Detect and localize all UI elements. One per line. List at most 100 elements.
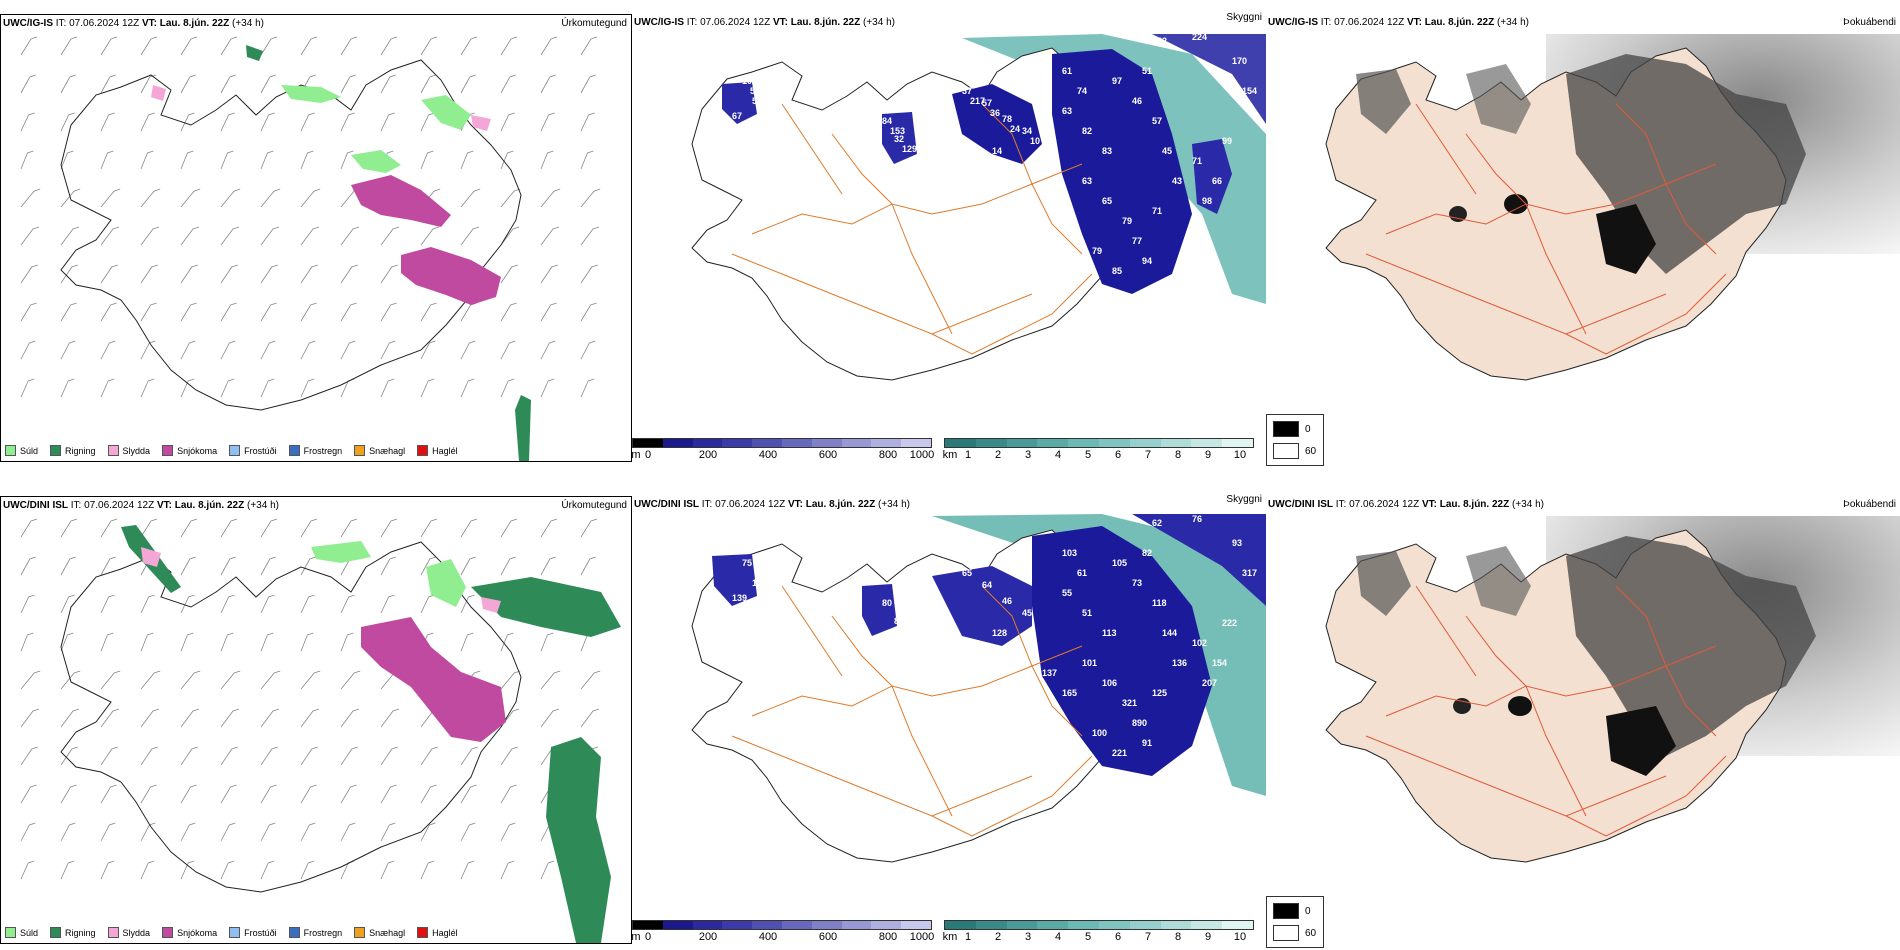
wind-barb [340,822,356,842]
wind-barb [380,264,398,284]
it-label: IT: [1320,17,1332,28]
fog-index-map-igis: UWC/IG-IS IT: 07.06.2024 12Z VT: Lau. 8.… [1266,14,1900,462]
legend-label: Snæhagl [369,927,406,938]
wind-barb [260,302,277,322]
wind-barb [60,302,77,322]
lead-time: (+34 h) [1512,499,1544,510]
legend-label: Frostúði [244,445,277,456]
color-box [901,921,931,929]
precip-areas [121,525,621,943]
wind-barb [260,226,280,246]
cloud-base-label: 113 [1102,628,1117,638]
cloud-base-label: 93 [1232,538,1242,548]
wind-barb [300,264,318,284]
low-cloud-area [1032,526,1212,776]
fog-swatch [1273,925,1299,941]
cloud-base-label: 75 [742,558,752,568]
cloud-base-label: 321 [1122,698,1137,708]
wind-barb [220,822,236,842]
wind-barb [300,822,316,842]
wind-barb [180,632,194,652]
tick-label: 4 [1054,931,1062,943]
tick-label: 800 [878,449,898,461]
legend-swatch [229,445,241,456]
wind-barb [500,302,517,322]
wind-barb [340,264,358,284]
wind-barb [140,708,160,728]
wind-barb [380,822,396,842]
tick-label: 800 [878,931,898,943]
wind-barb [220,188,241,208]
fog-legend-row: 60 [1273,925,1323,941]
wind-barb [220,150,234,170]
drizzle-area [281,85,341,103]
fog-dark-areas [1356,536,1816,776]
cloud-base-label: 14 [992,146,1002,156]
low-cloud-areas [712,526,1212,776]
cloud-base-label: 64 [932,136,942,146]
wind-barb [140,632,154,652]
wind-barb [300,670,321,690]
wind-barb [540,632,554,652]
wind-barb [180,822,196,842]
wind-barb [540,264,558,284]
wind-barb [60,226,80,246]
cloud-base-label: 63 [1062,106,1072,116]
wind-barb [220,36,238,56]
wind-barb [60,264,78,284]
iceland-coastline [60,59,522,411]
wind-barb [460,632,474,652]
wind-barb [220,302,237,322]
wind-barb [60,594,75,614]
cloud-base-colorbar: m 0 200 400 600 800 1000 [631,438,934,463]
wind-barb [460,226,480,246]
road-line [781,103,843,195]
wind-barb [220,632,234,652]
wind-barb [220,264,238,284]
legend-item: Frostregn [288,927,342,938]
rain-area [471,577,621,637]
low-cloud-area [862,584,897,636]
cloud-base-label: 144 [1162,628,1177,638]
precip-legend: Súld Rigning Slydda Snjókoma Frostúði Fr… [5,927,458,938]
wind-barb [180,594,195,614]
wind-barb [20,188,41,208]
low-cloud-area [1192,139,1232,214]
sea-cloud-area [1152,34,1266,124]
wind-barb [60,36,78,56]
color-box [1191,921,1223,929]
color-box [1068,921,1099,929]
wind-barb [220,226,240,246]
low-cloud-area [1052,49,1192,294]
color-box [1222,439,1253,447]
color-box [722,439,753,447]
precip-map-canvas [20,518,621,943]
color-box [811,439,842,447]
wind-barb [60,860,75,880]
legend-item: Haglél [417,927,458,938]
cloud-visibility-map-dini: UWC/DINI ISL IT: 07.06.2024 12Z VT: Lau.… [631,494,1324,948]
wind-barb [300,860,315,880]
color-box [1098,439,1130,447]
wind-barb [420,860,435,880]
wind-barb [340,36,358,56]
wind-barb [300,556,316,576]
road-line [1565,755,1727,837]
road-network [731,103,1093,355]
wind-barb [20,556,36,576]
cloud-base-label: 80 [882,598,892,608]
legend-swatch [5,927,16,938]
it-value: 07.06.2024 12Z [69,18,140,29]
vt-value: Lau. 8.jún. 22Z [1439,499,1510,510]
cloud-base-label: 165 [1062,688,1077,698]
unit-label: km [942,931,958,943]
tick-label: 400 [758,449,778,461]
color-box [633,921,663,929]
wind-barb [220,708,240,728]
wind-barb [580,74,596,94]
wind-barb [220,556,236,576]
legend-swatch [354,927,366,938]
road-line [981,103,1083,255]
